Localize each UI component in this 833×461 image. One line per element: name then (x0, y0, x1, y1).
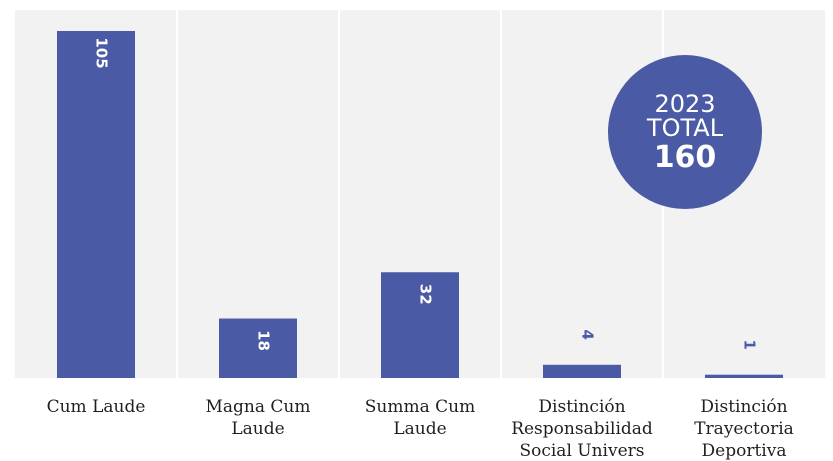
bar-value-label: 105 (93, 37, 111, 68)
badge-label: TOTAL (646, 114, 724, 142)
category-label-line: Deportiva (702, 441, 787, 461)
bar-value-label: 4 (579, 330, 597, 340)
category-label-line: Laude (393, 419, 446, 439)
category-label-line: Summa Cum (365, 397, 475, 417)
bar-value-label: 18 (255, 330, 273, 351)
value-labels: 105 18 32 4 1 (93, 37, 759, 351)
category-label: Cum Laude (47, 397, 146, 417)
bar (219, 318, 297, 378)
bar (705, 374, 783, 378)
bar (381, 272, 459, 378)
category-label-line: Distinción (538, 397, 625, 417)
category-label-line: Trayectoria (694, 419, 794, 439)
category-label: Magna Cum Laude (206, 397, 311, 439)
bar-value-label: 1 (741, 339, 759, 349)
category-label-line: Responsabilidad (511, 419, 653, 439)
bar (543, 364, 621, 378)
category-label-line: Cum Laude (47, 397, 146, 417)
category-label: Summa Cum Laude (365, 397, 475, 439)
badge-year: 2023 (654, 90, 715, 118)
badge-total-value: 160 (654, 140, 717, 175)
category-label-line: Social Univers (519, 441, 644, 461)
total-badge: 2023 TOTAL 160 (608, 55, 762, 209)
bar (57, 31, 135, 378)
bars (57, 31, 783, 378)
category-label: Distinción Responsabilidad Social Univers (511, 397, 653, 461)
category-label-line: Distinción (700, 397, 787, 417)
total-badge-circle (608, 55, 762, 209)
category-label: Distinción Trayectoria Deportiva (694, 397, 794, 461)
category-label-line: Laude (231, 419, 284, 439)
category-label-line: Magna Cum (206, 397, 311, 417)
bar-value-label: 32 (417, 284, 435, 305)
